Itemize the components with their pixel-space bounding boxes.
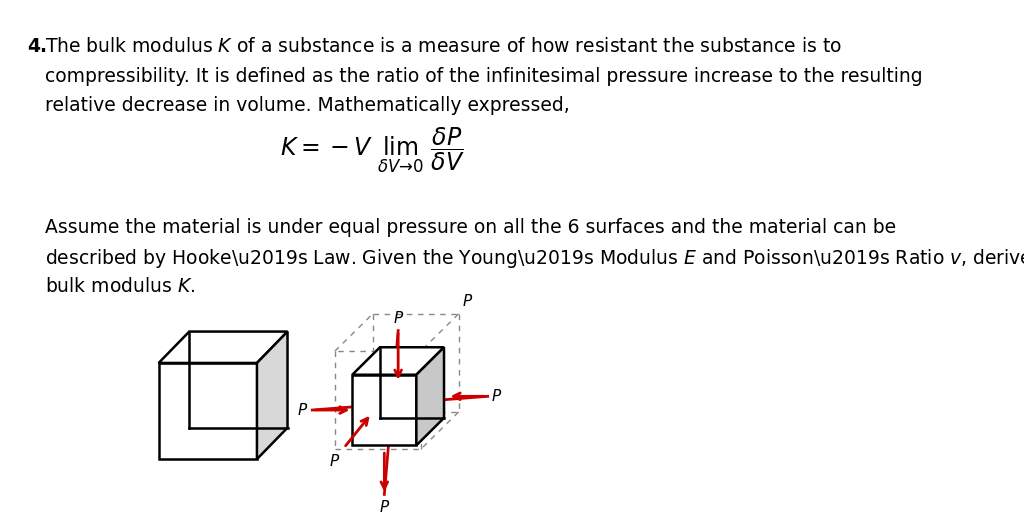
Text: relative decrease in volume. Mathematically expressed,: relative decrease in volume. Mathematica…	[45, 96, 570, 115]
Text: described by Hooke\u2019s Law. Given the Young\u2019s Modulus $\mathit{E}$ and P: described by Hooke\u2019s Law. Given the…	[45, 247, 1024, 270]
Text: $K = -V\ \lim_{\delta V \to 0}\ \dfrac{\delta P}{\delta V}$: $K = -V\ \lim_{\delta V \to 0}\ \dfrac{\…	[281, 126, 465, 175]
Text: compressibility. It is defined as the ratio of the infinitesimal pressure increa: compressibility. It is defined as the ra…	[45, 67, 923, 86]
Text: Assume the material is under equal pressure on all the 6 surfaces and the materi: Assume the material is under equal press…	[45, 218, 896, 237]
Text: bulk modulus $\mathit{K}$.: bulk modulus $\mathit{K}$.	[45, 277, 196, 296]
Text: $P$: $P$	[297, 402, 308, 418]
Polygon shape	[417, 347, 444, 445]
Text: $P$: $P$	[462, 293, 473, 309]
Text: $P$: $P$	[329, 453, 340, 469]
Polygon shape	[159, 331, 288, 363]
Text: The bulk modulus $\mathit{K}$ of a substance is a measure of how resistant the s: The bulk modulus $\mathit{K}$ of a subst…	[45, 37, 842, 56]
Polygon shape	[159, 363, 257, 459]
Text: 4.: 4.	[28, 37, 48, 56]
Polygon shape	[352, 347, 444, 375]
Text: $P$: $P$	[379, 499, 390, 515]
Text: $P$: $P$	[492, 388, 503, 404]
Polygon shape	[352, 375, 417, 445]
Text: $P$: $P$	[392, 310, 403, 326]
Polygon shape	[257, 331, 288, 459]
